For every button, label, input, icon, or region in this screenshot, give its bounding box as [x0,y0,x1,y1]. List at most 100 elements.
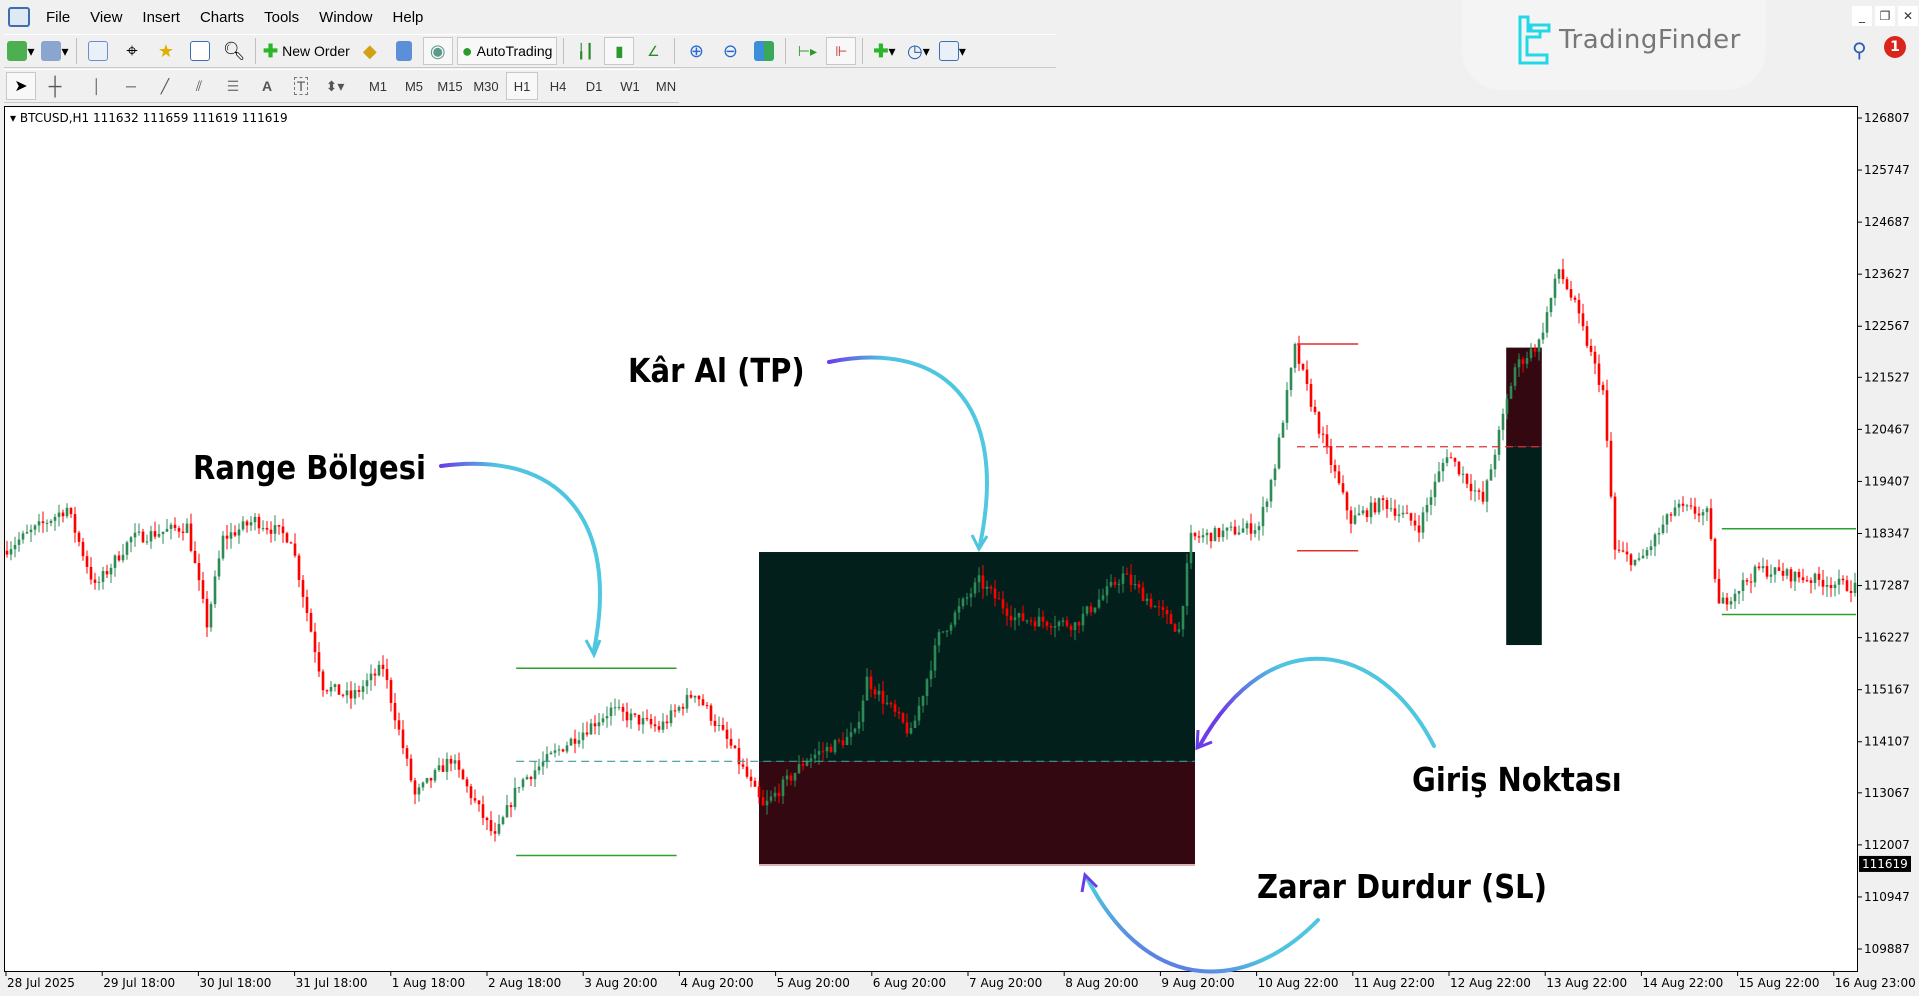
vertical-line-button[interactable]: │ [82,72,112,100]
timeframe-h4[interactable]: H4 [549,78,567,94]
autotrading-button[interactable]: ● AutoTrading [456,37,558,65]
bear-candle [281,526,285,534]
templates-button[interactable]: ▾ [937,37,967,65]
brand-name: TradingFinder [1559,25,1741,55]
bull-candle [1489,469,1493,481]
navigator-button[interactable]: ★ [151,37,181,65]
crosshair-button[interactable]: ┼ [40,72,70,100]
vertical-line-icon: │ [92,78,102,94]
arrows-button[interactable]: ⬍▾ [320,72,350,100]
bear-candle [41,521,45,524]
menu-help[interactable]: Help [392,8,424,26]
horizontal-line-button[interactable]: ─ [116,72,146,100]
menu-tools[interactable]: Tools [264,8,300,26]
menu-file[interactable]: File [46,8,71,26]
bear-candle [1689,505,1693,507]
bull-candle [1285,390,1289,423]
timeframe-h1[interactable]: H1 [506,72,538,100]
bull-candle [1237,532,1241,535]
bull-candle [1261,506,1265,527]
bull-candle [1105,586,1109,596]
bull-candle [609,707,613,717]
magnifier-chart-icon: 🔍︎ [222,40,246,61]
trendline-button[interactable]: ╱ [150,72,180,100]
bull-candle [421,782,425,788]
bull-candle [1529,348,1533,358]
bear-candle [461,769,465,780]
market-watch-button[interactable] [83,37,113,65]
bar-chart-button[interactable]: ╽┃ [570,37,600,65]
auto-scroll-button[interactable]: ⊢▸ [792,37,822,65]
indicators-button[interactable]: ✚ ▾ [873,40,896,61]
metaeditor-button[interactable]: ◆ [355,37,385,65]
menu-window[interactable]: Window [319,8,373,26]
notification-badge[interactable]: 1 [1884,36,1906,58]
bear-candle [177,528,181,532]
bull-candle [1773,567,1777,575]
tile-windows-button[interactable] [749,37,779,65]
line-chart-button[interactable]: ∠ [638,37,668,65]
bull-candle [1145,598,1149,602]
periods-button[interactable]: ◷ ▾ [907,40,930,61]
bull-candle [1737,590,1741,594]
search-icon[interactable]: ⚲ [1852,38,1867,62]
bull-candle [1361,510,1365,514]
bear-candle [105,571,109,575]
bull-candle [361,686,365,692]
time-label: 31 Jul 18:00 [296,976,368,990]
horizontal-line-icon: ─ [126,78,136,94]
range-arrowhead [584,639,602,659]
bear-candle [745,766,749,777]
new-chart-button[interactable]: ▾ [6,37,36,65]
terminal-button[interactable] [185,37,215,65]
menu-insert[interactable]: Insert [142,8,180,26]
cursor-button[interactable]: ➤ [6,72,36,100]
bear-candle [1765,566,1769,577]
price-label: 112007 [1864,838,1910,852]
bear-candle [1797,571,1801,578]
restore-button[interactable]: ❐ [1875,6,1895,26]
signals-button[interactable] [389,37,419,65]
text-button[interactable]: A [252,72,282,100]
bull-candle [329,687,333,692]
bull-candle [1545,312,1549,333]
minimize-button[interactable]: _ [1852,6,1872,26]
candlestick-button[interactable]: ▮ [604,37,635,65]
bull-candle [641,718,645,725]
channel-icon: ⫽ [195,77,203,94]
fibonacci-button[interactable]: ☰ [218,72,248,100]
data-window-button[interactable]: ⌖ [117,37,147,65]
bull-candle [817,751,821,755]
bull-candle [1401,512,1405,515]
timeframe-m1[interactable]: M1 [368,78,388,94]
timeframe-m15[interactable]: M15 [437,78,463,94]
menu-charts[interactable]: Charts [199,8,245,26]
strategy-tester-button[interactable]: 🔍︎ [219,37,249,65]
bear-candle [1477,490,1481,492]
bull-candle [445,758,449,772]
vps-button[interactable]: ◉ [422,37,453,65]
timeframe-m5[interactable]: M5 [404,78,424,94]
zoom-in-button[interactable]: ⊕ [681,37,711,65]
bull-candle [537,766,541,771]
bull-candle [53,516,57,521]
equidistant-channel-button[interactable]: ⫽ [184,72,214,100]
annotation-entry: Giriş Noktası [1412,760,1622,799]
close-button[interactable]: ✕ [1898,6,1918,26]
zoom-out-button[interactable]: ⊖ [715,37,745,65]
menu-view[interactable]: View [90,8,123,26]
bull-candle [33,525,37,530]
profiles-button[interactable]: ▾ [40,37,70,65]
timeframe-d1[interactable]: D1 [585,78,603,94]
sl-arrowhead [1080,871,1099,893]
chart-shift-button[interactable]: ⊩ [826,37,857,65]
take-profit-zone [759,552,1195,762]
bear-candle [989,586,993,589]
timeframe-mn[interactable]: MN [655,78,677,94]
text-label-button[interactable]: T [286,72,316,100]
timeframe-w1[interactable]: W1 [620,78,640,94]
bear-candle [341,694,345,696]
timeframe-m30[interactable]: M30 [473,78,499,94]
time-label: 13 Aug 22:00 [1546,976,1627,990]
new-order-button[interactable]: ✚ New Order [263,40,350,61]
